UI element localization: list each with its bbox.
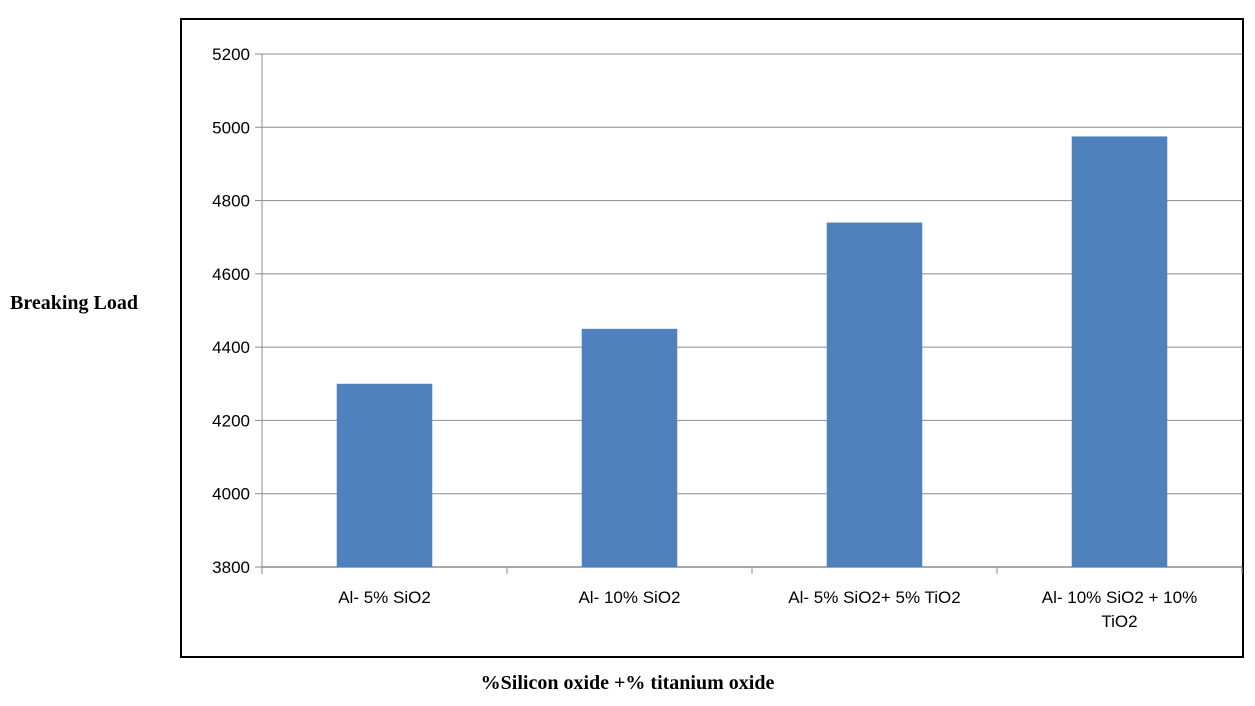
x-tick-label: Al- 5% SiO2+ 5% TiO2 (788, 588, 960, 607)
bar (1071, 136, 1168, 568)
y-tick-label: 4000 (212, 485, 250, 504)
y-tick-label: 4400 (212, 338, 250, 357)
bar (826, 222, 923, 568)
y-tick-label: 5000 (212, 118, 250, 137)
y-tick-label: 4200 (212, 411, 250, 430)
x-tick-label: Al- 5% SiO2 (338, 588, 431, 607)
bar (336, 383, 433, 567)
x-tick-label: Al- 10% SiO2 (578, 588, 680, 607)
y-tick-label: 3800 (212, 558, 250, 577)
y-tick-label: 4600 (212, 265, 250, 284)
y-tick-label: 4800 (212, 192, 250, 211)
bar (581, 328, 678, 567)
y-axis-label: Breaking Load (10, 292, 138, 314)
x-axis-label: %Silicon oxide +% titanium oxide (480, 672, 775, 694)
x-tick-label: Al- 10% SiO2 + 10% TiO2 (1042, 588, 1197, 631)
y-tick-label: 5200 (212, 45, 250, 64)
